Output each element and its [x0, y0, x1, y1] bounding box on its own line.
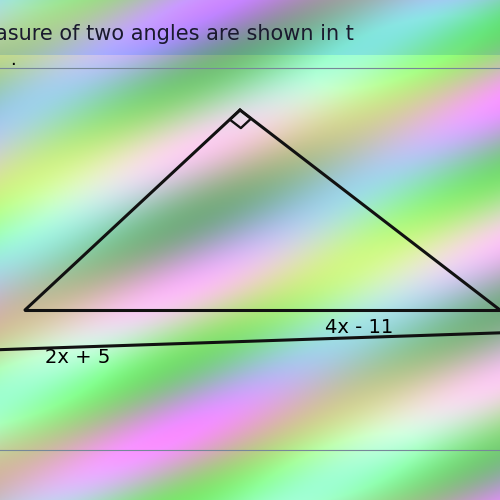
Text: .: .	[10, 51, 16, 69]
Text: asure of two angles are shown in t: asure of two angles are shown in t	[0, 24, 354, 44]
Text: 2x + 5: 2x + 5	[45, 348, 110, 367]
Text: 4x - 11: 4x - 11	[325, 318, 393, 337]
